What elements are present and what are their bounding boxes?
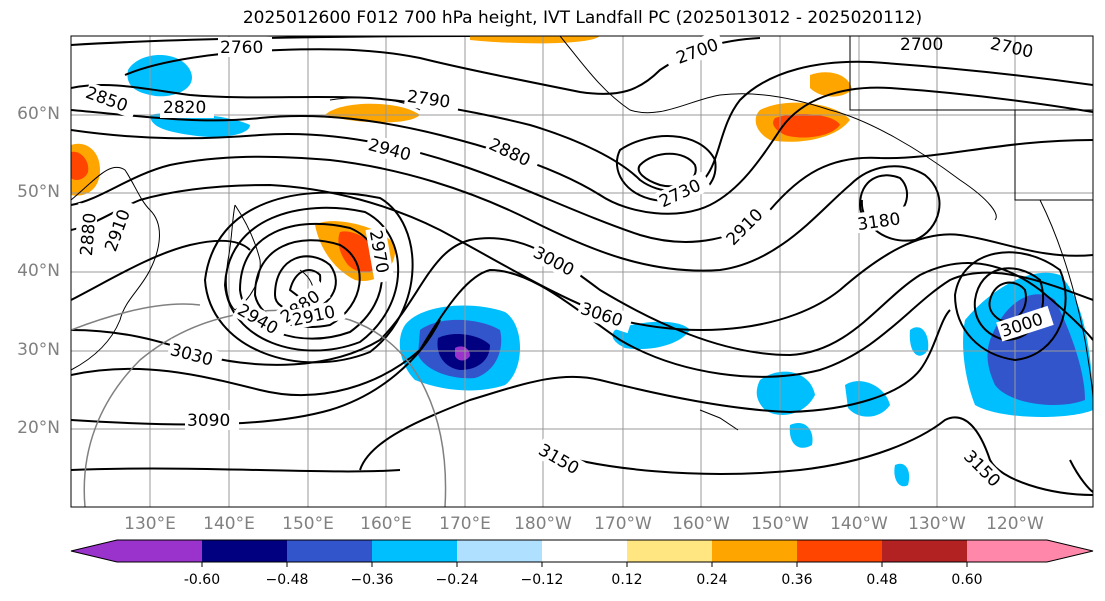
shade-blue — [909, 327, 929, 356]
colorbar-segment — [202, 540, 287, 562]
lon-label: 140°E — [203, 514, 255, 534]
lon-label: 150°W — [751, 514, 809, 534]
colorbar-segment — [967, 540, 1047, 562]
lon-label: 180°W — [514, 514, 572, 534]
shade-blue — [845, 381, 890, 417]
colorbar-segment — [627, 540, 712, 562]
lon-label: 150°E — [282, 514, 334, 534]
shade-red — [773, 114, 840, 138]
shade-orange — [810, 72, 852, 97]
shade-red — [71, 151, 89, 180]
colorbar-outline — [70, 539, 1094, 563]
colorbar-tick-label: 0.24 — [696, 572, 728, 588]
contour-label: 2730 — [656, 176, 704, 212]
contour-label-group: 2760 2700 2700 2700 2850 2820 2790 2940 … — [73, 30, 1054, 497]
contour-label: 2880 — [77, 212, 101, 257]
lat-label: 60°N — [17, 104, 60, 124]
colorbar-segment — [882, 540, 967, 562]
shade-blue — [894, 463, 910, 487]
colorbar-tick-label: -0.60 — [183, 572, 221, 588]
lon-label: 170°E — [439, 514, 491, 534]
lat-label: 20°N — [17, 418, 60, 438]
colorbar — [70, 539, 1094, 567]
contour-label: 2700 — [988, 34, 1034, 63]
contour-label: 2820 — [163, 98, 206, 118]
colorbar-tick-label: −0.12 — [520, 572, 564, 588]
shade-purple — [455, 346, 470, 361]
lon-label: 130°W — [908, 514, 966, 534]
colorbar-segment — [797, 540, 882, 562]
colorbar-extend-low — [71, 540, 117, 562]
shade-blue — [756, 371, 815, 415]
lat-label: 40°N — [17, 261, 60, 281]
contour-label: 3030 — [168, 340, 215, 371]
colorbar-tick-label: 0.60 — [951, 572, 983, 588]
colorbar-ticks — [201, 562, 968, 567]
contour-label: 2880 — [486, 135, 534, 171]
lon-label: 130°E — [124, 514, 176, 534]
contour-label: 2940 — [366, 135, 413, 166]
contour-label: 2940 — [234, 300, 281, 339]
map-frame — [70, 35, 1094, 508]
lon-label: 140°W — [830, 514, 888, 534]
contour-label: 3150 — [535, 440, 582, 479]
colorbar-segment — [457, 540, 542, 562]
contour-label: 3090 — [187, 411, 230, 431]
shade-orange — [470, 36, 600, 44]
lon-label: 120°W — [986, 514, 1044, 534]
map-title: 2025012600 F012 700 hPa height, IVT Land… — [242, 8, 923, 28]
contour-label: 3000 — [530, 243, 578, 281]
height-contours — [71, 36, 1093, 496]
colorbar-tick-label: −0.36 — [350, 572, 394, 588]
colorbar-tick-label: −0.48 — [265, 572, 309, 588]
colorbar-tick-label: −0.24 — [435, 572, 479, 588]
graticule — [71, 36, 1093, 507]
contour-label: 2700 — [900, 35, 943, 55]
contour-label: 2790 — [406, 87, 452, 113]
colorbar-tick-label: 0.36 — [781, 572, 813, 588]
colorbar-extend-high — [1047, 540, 1093, 562]
colorbar-tick-label: 0.12 — [611, 572, 643, 588]
colorbar-segment — [712, 540, 797, 562]
lat-label: 30°N — [17, 340, 60, 360]
colorbar-tick-label: 0.48 — [866, 572, 898, 588]
shade-blue — [127, 55, 192, 97]
lon-label: 160°W — [672, 514, 730, 534]
lon-label: 170°W — [594, 514, 652, 534]
colorbar-segment — [372, 540, 457, 562]
colorbar-segment — [287, 540, 372, 562]
lon-label: 160°E — [360, 514, 412, 534]
colorbar-segment — [117, 540, 202, 562]
contour-label: 2760 — [220, 38, 263, 58]
lat-label: 50°N — [17, 182, 60, 202]
colorbar-segment — [542, 540, 627, 562]
shade-blue — [789, 422, 813, 448]
contour-label: 2910 — [101, 207, 135, 254]
